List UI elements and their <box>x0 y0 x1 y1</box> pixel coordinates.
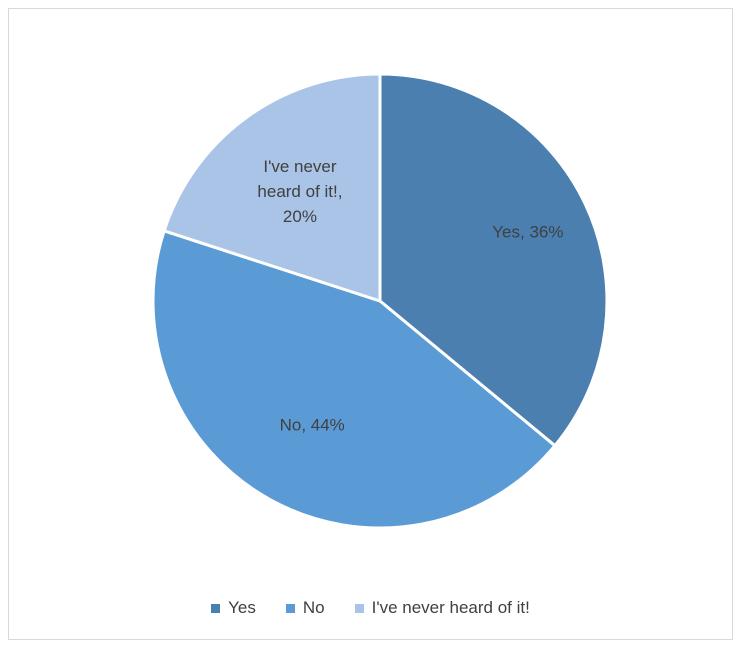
legend-label-no: No <box>302 598 325 617</box>
legend-item-no: No <box>285 598 325 618</box>
legend-item-never-heard: I've never heard of it! <box>354 598 530 618</box>
legend-swatch-yes <box>211 603 221 613</box>
data-label-no: No, 44% <box>280 415 345 434</box>
legend-label-yes: Yes <box>228 598 256 617</box>
legend-swatch-never-heard <box>354 603 364 613</box>
data-label-never-heard-line: heard of it!, <box>257 182 342 201</box>
data-label-never-heard: I've never heard of it!, 20% <box>257 157 342 226</box>
legend-item-yes: Yes <box>211 598 256 618</box>
pie-slices <box>151 72 609 530</box>
pie-slice-never-heard <box>162 72 382 303</box>
pie-data-labels: Yes, 36% No, 44% I've never heard of it!, 20… <box>257 157 563 435</box>
pie-slice-yes <box>378 72 609 448</box>
data-label-yes: Yes, 36% <box>492 222 563 241</box>
data-label-no-line: No, 44% <box>280 415 345 434</box>
pie-slice-no <box>151 229 557 530</box>
legend-label-never-heard: I've never heard of it! <box>371 598 530 617</box>
chart-legend: Yes No I've never heard of it! <box>0 598 741 618</box>
data-label-never-heard-line: 20% <box>283 207 317 226</box>
legend-swatch-no <box>285 603 295 613</box>
data-label-yes-line: Yes, 36% <box>492 222 563 241</box>
data-label-never-heard-line: I've never <box>263 157 337 176</box>
